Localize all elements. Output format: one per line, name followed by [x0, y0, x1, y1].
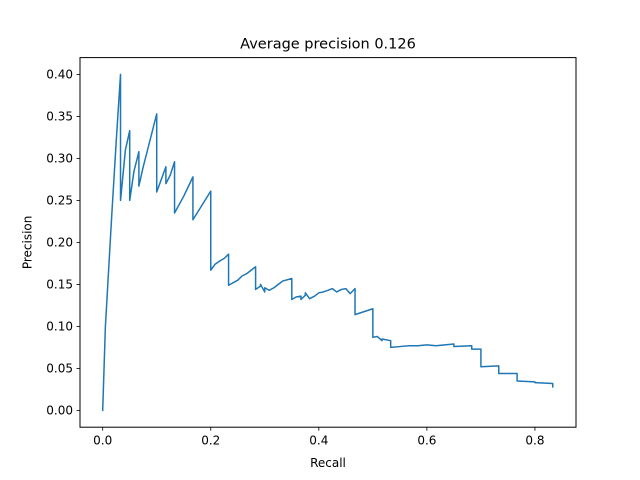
y-tick-label: 0.40	[46, 68, 73, 82]
x-tick-label: 0.2	[201, 434, 220, 448]
plot-area	[101, 73, 554, 412]
y-axis-label: Precision	[21, 216, 35, 270]
chart-title: Average precision 0.126	[240, 37, 416, 53]
y-tick-label: 0.30	[46, 152, 73, 166]
pr-curve-line	[101, 73, 554, 412]
y-tick-label: 0.10	[46, 320, 73, 334]
y-tick-label: 0.00	[46, 404, 73, 418]
x-tick-label: 0.4	[309, 434, 328, 448]
x-axis-ticks: 0.0 0.2 0.4 0.6 0.8	[93, 427, 544, 448]
y-axis-ticks: 0.00 0.05 0.10 0.15 0.20 0.25 0.30 0.35 0.40	[46, 68, 80, 418]
x-axis-label: Recall	[310, 456, 346, 470]
y-tick-label: 0.20	[46, 236, 73, 250]
x-tick-label: 0.8	[525, 434, 544, 448]
y-tick-label: 0.25	[46, 194, 73, 208]
y-tick-label: 0.05	[46, 362, 73, 376]
x-tick-label: 0.0	[93, 434, 112, 448]
y-tick-label: 0.35	[46, 110, 73, 124]
x-tick-label: 0.6	[417, 434, 436, 448]
y-tick-label: 0.15	[46, 278, 73, 292]
